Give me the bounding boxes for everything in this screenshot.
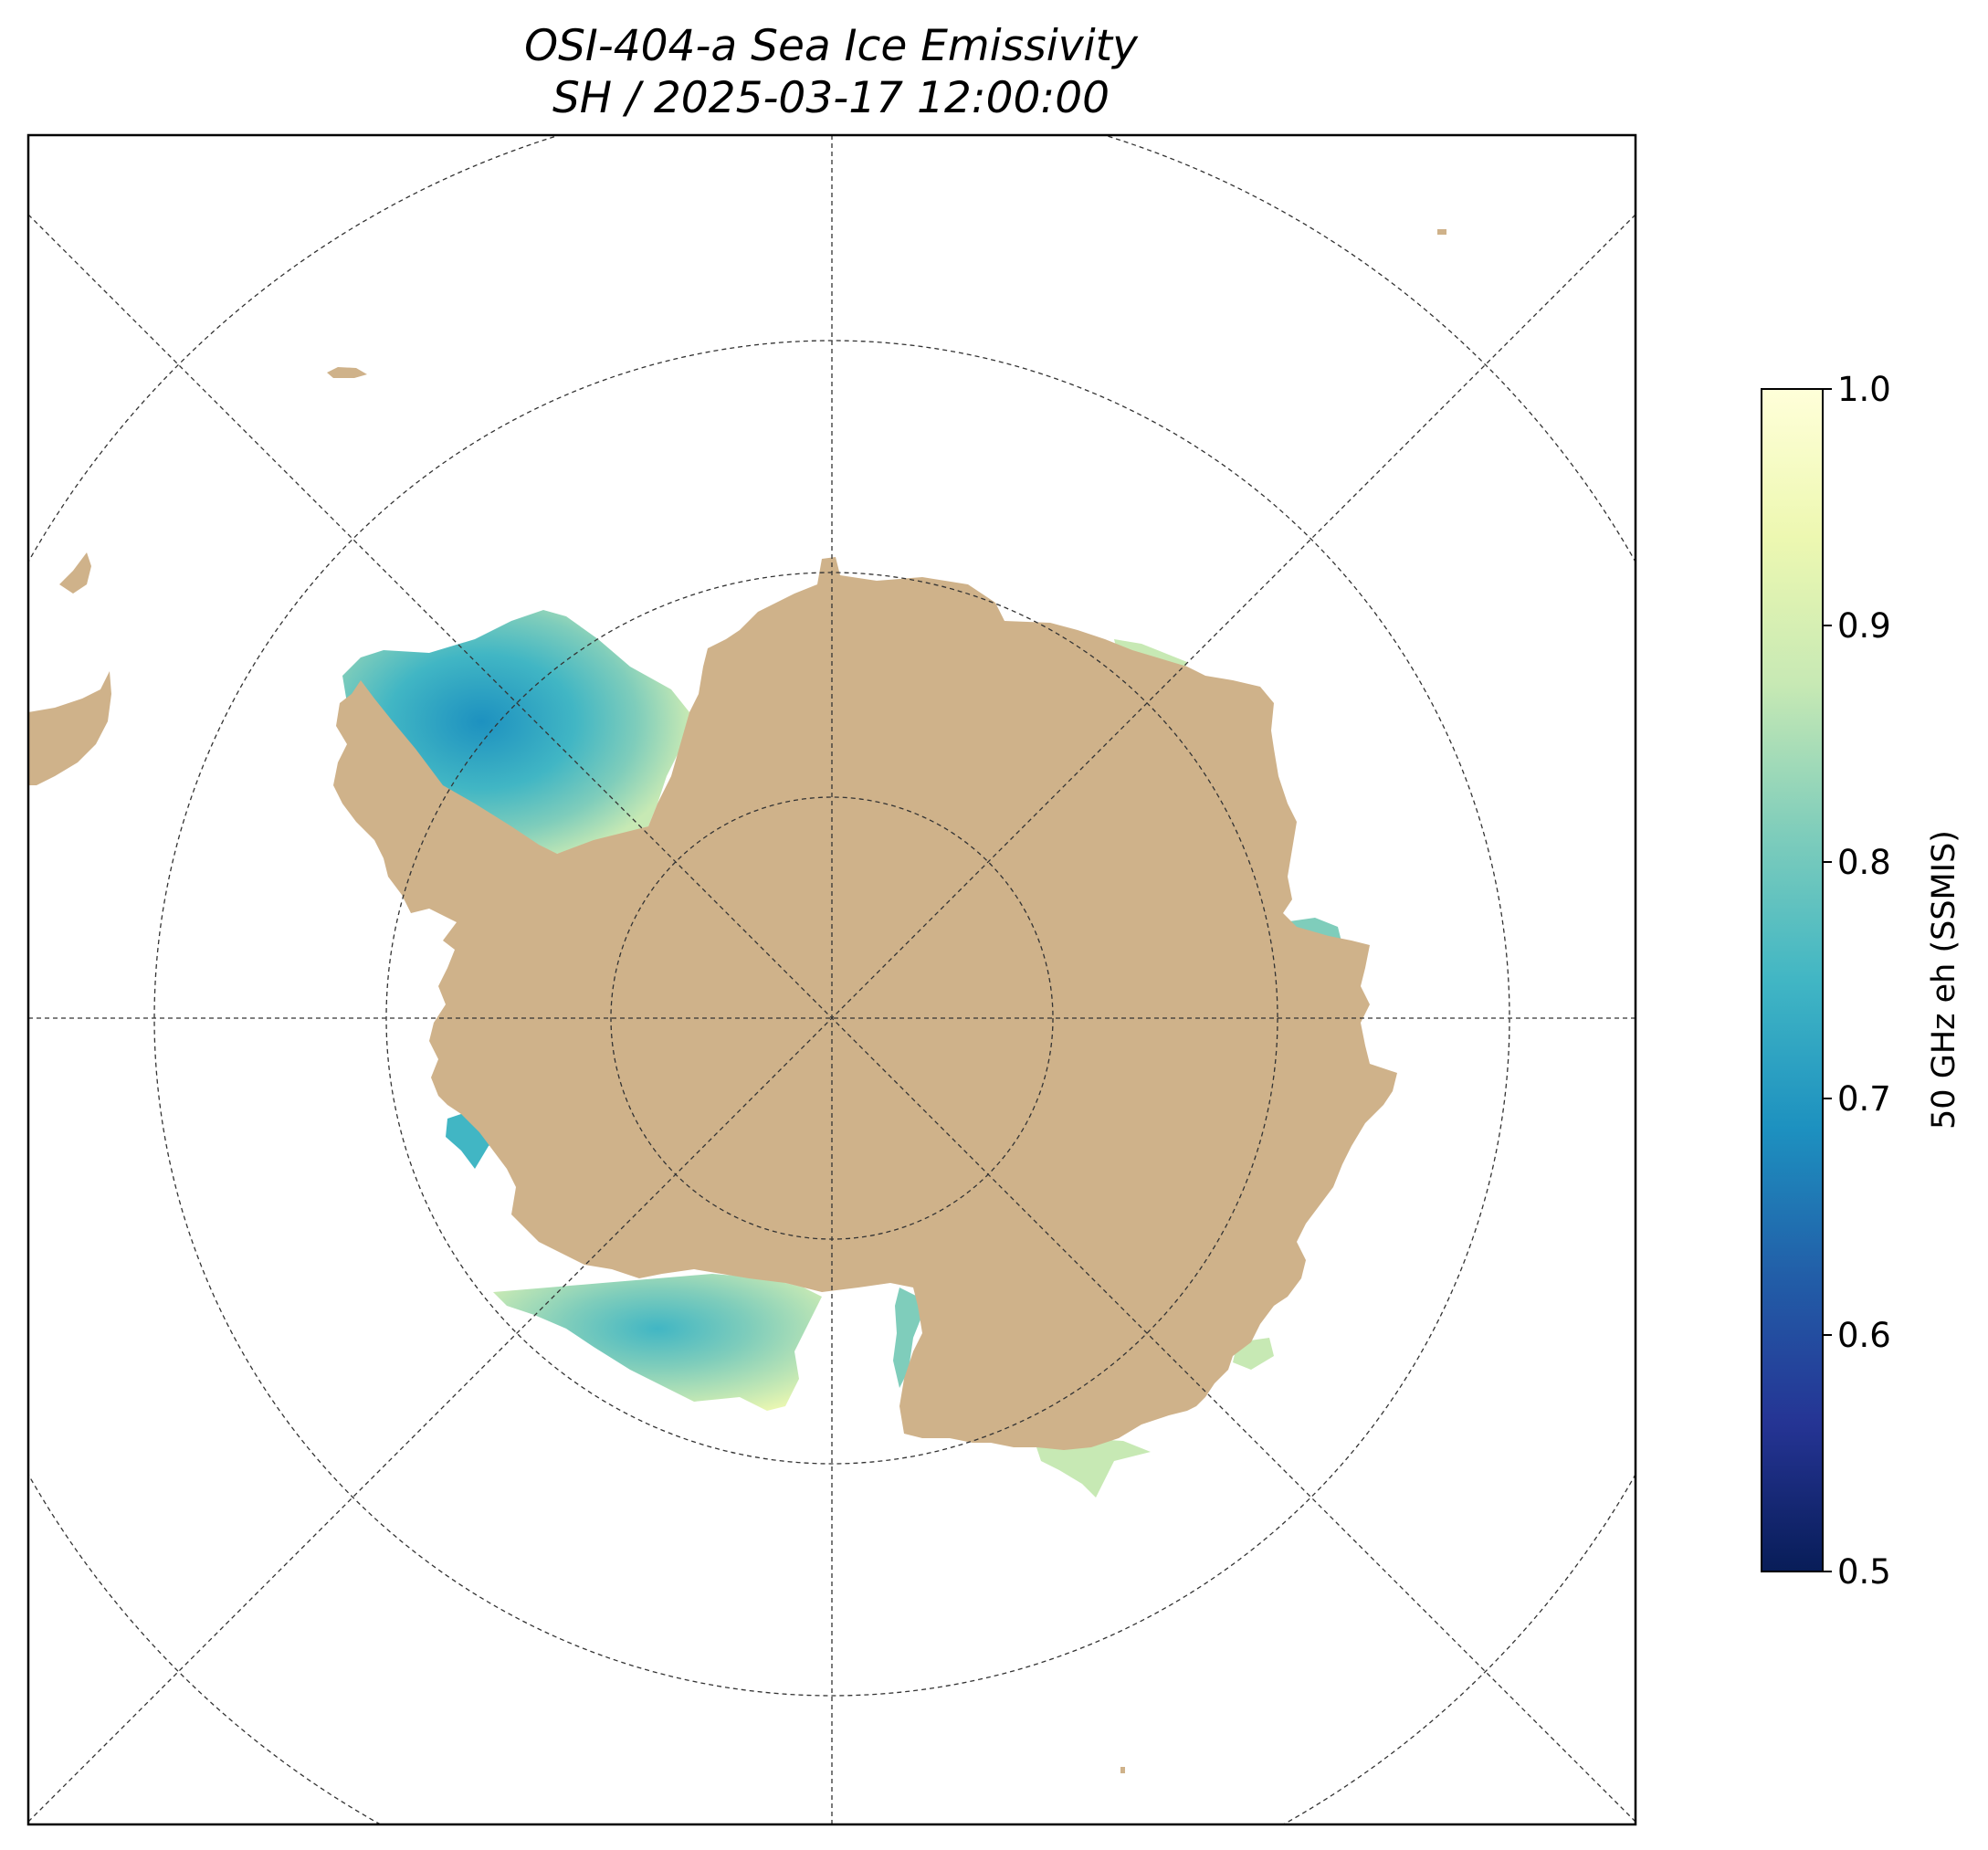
colorbar-tick-label-0.6: 0.6	[1837, 1316, 1891, 1355]
island-northwest	[28, 671, 111, 785]
island-northwest-small	[59, 552, 91, 594]
map-axes	[28, 135, 1636, 1824]
map-title-line-1: OSI-404-a Sea Ice Emissivity	[524, 21, 1139, 71]
island-northeast	[1437, 229, 1446, 235]
sea-ice-weddell	[342, 610, 689, 858]
map-title-line-2: SH / 2025-03-17 12:00:00	[552, 73, 1110, 123]
sea-ice-patch-south	[1036, 1438, 1151, 1498]
colorbar-ticks	[1823, 388, 1832, 1572]
colorbar-tick-labels: 0.5 0.6 0.7 0.8 0.9 1.0	[1837, 370, 1891, 1592]
colorbar-tick-label-1.0: 1.0	[1837, 370, 1891, 409]
island-north	[327, 367, 367, 378]
colorbar: 0.5 0.6 0.7 0.8 0.9 1.0 50 GHz eh (SSMIS…	[1761, 370, 1962, 1592]
colorbar-tick-label-0.5: 0.5	[1837, 1552, 1891, 1592]
antarctica-land	[333, 557, 1397, 1450]
sea-ice-ross	[493, 1274, 822, 1411]
colorbar-tick-label-0.8: 0.8	[1837, 843, 1891, 882]
map-frame	[26, 133, 1637, 1826]
sea-ice-ross-east	[893, 1288, 922, 1388]
colorbar-gradient	[1761, 388, 1824, 1572]
colorbar-tick-label-0.7: 0.7	[1837, 1079, 1891, 1119]
colorbar-tick-label-0.9: 0.9	[1837, 606, 1891, 646]
island-far-south	[1120, 1767, 1125, 1773]
meridian-gridlines	[28, 135, 1636, 1824]
colorbar-label: 50 GHz eh (SSMIS)	[1926, 830, 1962, 1130]
